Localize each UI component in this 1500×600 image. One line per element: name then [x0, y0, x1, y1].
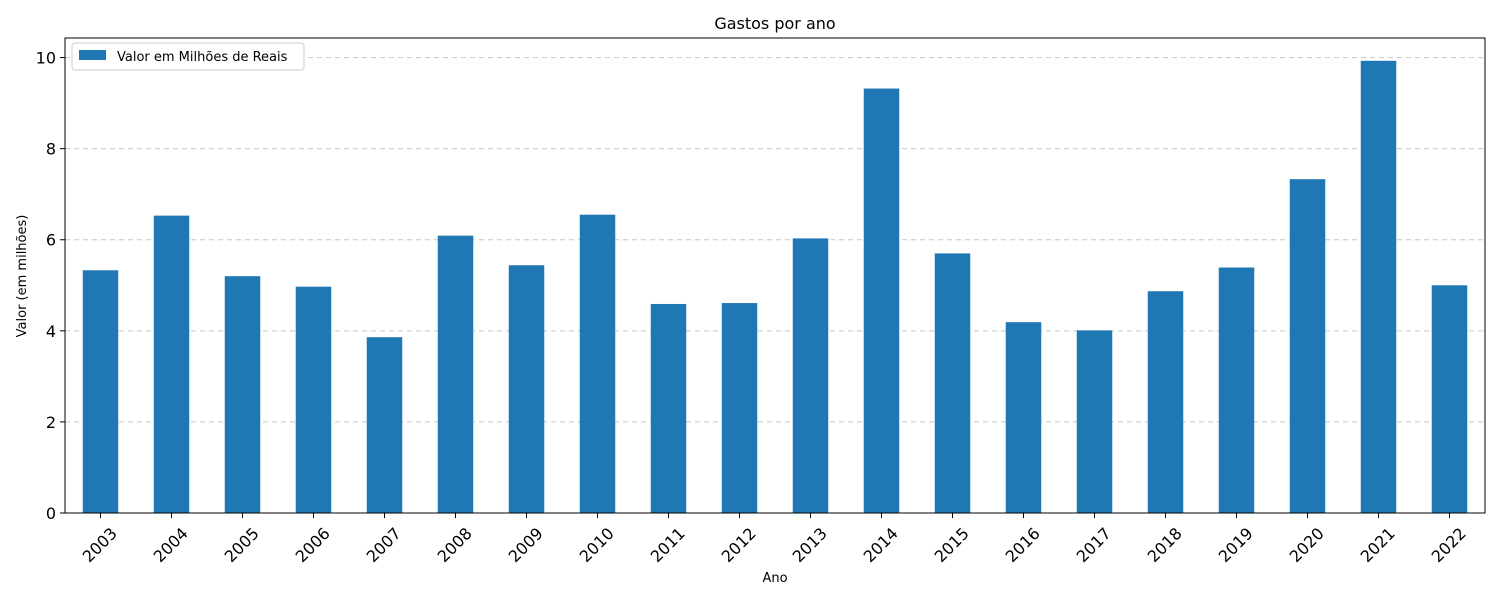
bar-2016 — [1005, 322, 1042, 513]
x-tick-label: 2009 — [505, 524, 547, 566]
x-tick-label: 2020 — [1286, 524, 1328, 566]
bar-2013 — [792, 238, 829, 513]
bar-2009 — [508, 265, 545, 513]
legend: Valor em Milhões de Reais — [71, 42, 305, 71]
x-tick-label: 2008 — [434, 524, 476, 566]
bars — [82, 60, 1468, 514]
legend-swatch — [79, 50, 106, 60]
x-axis-label: Ano — [762, 571, 787, 586]
bar-2017 — [1076, 330, 1113, 513]
x-tick-label: 2006 — [292, 524, 334, 566]
x-axis-ticks: 2003 2004 2005 2006 2007 2008 2009 2010 2011 2012… — [79, 513, 1470, 566]
bar-2010 — [579, 214, 616, 513]
bar-2022 — [1431, 285, 1468, 513]
bar-2006 — [295, 286, 332, 513]
bar-2015 — [934, 253, 971, 513]
bar-2008 — [437, 235, 474, 513]
bar-2021 — [1360, 60, 1397, 514]
x-tick-label: 2003 — [79, 524, 121, 566]
axes — [64, 37, 1486, 514]
x-tick-label: 2015 — [931, 524, 973, 566]
x-tick-label: 2004 — [150, 524, 192, 566]
x-tick-label: 2022 — [1428, 524, 1470, 566]
x-tick-label: 2007 — [363, 524, 405, 566]
x-tick-label: 2013 — [789, 524, 831, 566]
bar-2012 — [721, 303, 758, 513]
y-axis-ticks: 0 2 4 6 8 10 — [36, 49, 65, 523]
y-tick-label: 6 — [46, 231, 56, 250]
y-tick-label: 10 — [36, 49, 56, 68]
plot-frame — [64, 37, 1486, 514]
bar-2014 — [863, 88, 900, 513]
x-tick-label: 2014 — [860, 524, 902, 566]
legend-label: Valor em Milhões de Reais — [117, 50, 288, 65]
x-tick-label: 2010 — [576, 524, 618, 566]
bar-2019 — [1218, 267, 1255, 513]
bar-2003 — [82, 270, 119, 513]
x-tick-label: 2017 — [1073, 524, 1115, 566]
bar-2004 — [153, 215, 190, 513]
y-tick-label: 2 — [46, 413, 56, 432]
x-tick-label: 2005 — [221, 524, 263, 566]
bar-2007 — [366, 337, 403, 513]
bar-2020 — [1289, 179, 1326, 513]
x-tick-label: 2011 — [647, 524, 689, 566]
legend-frame — [71, 42, 305, 71]
y-tick-label: 0 — [46, 504, 56, 523]
bar-2018 — [1147, 291, 1184, 513]
chart-title: Gastos por ano — [714, 14, 835, 33]
y-tick-label: 8 — [46, 140, 56, 159]
bar-2005 — [224, 276, 261, 513]
x-tick-label: 2019 — [1215, 524, 1257, 566]
y-tick-label: 4 — [46, 322, 56, 341]
y-gridlines — [65, 57, 1485, 423]
y-axis-label: Valor (em milhões) — [15, 215, 30, 338]
x-tick-label: 2012 — [718, 524, 760, 566]
x-tick-label: 2016 — [1002, 524, 1044, 566]
x-tick-label: 2021 — [1357, 524, 1399, 566]
bar-2011 — [650, 303, 687, 513]
x-tick-label: 2018 — [1144, 524, 1186, 566]
